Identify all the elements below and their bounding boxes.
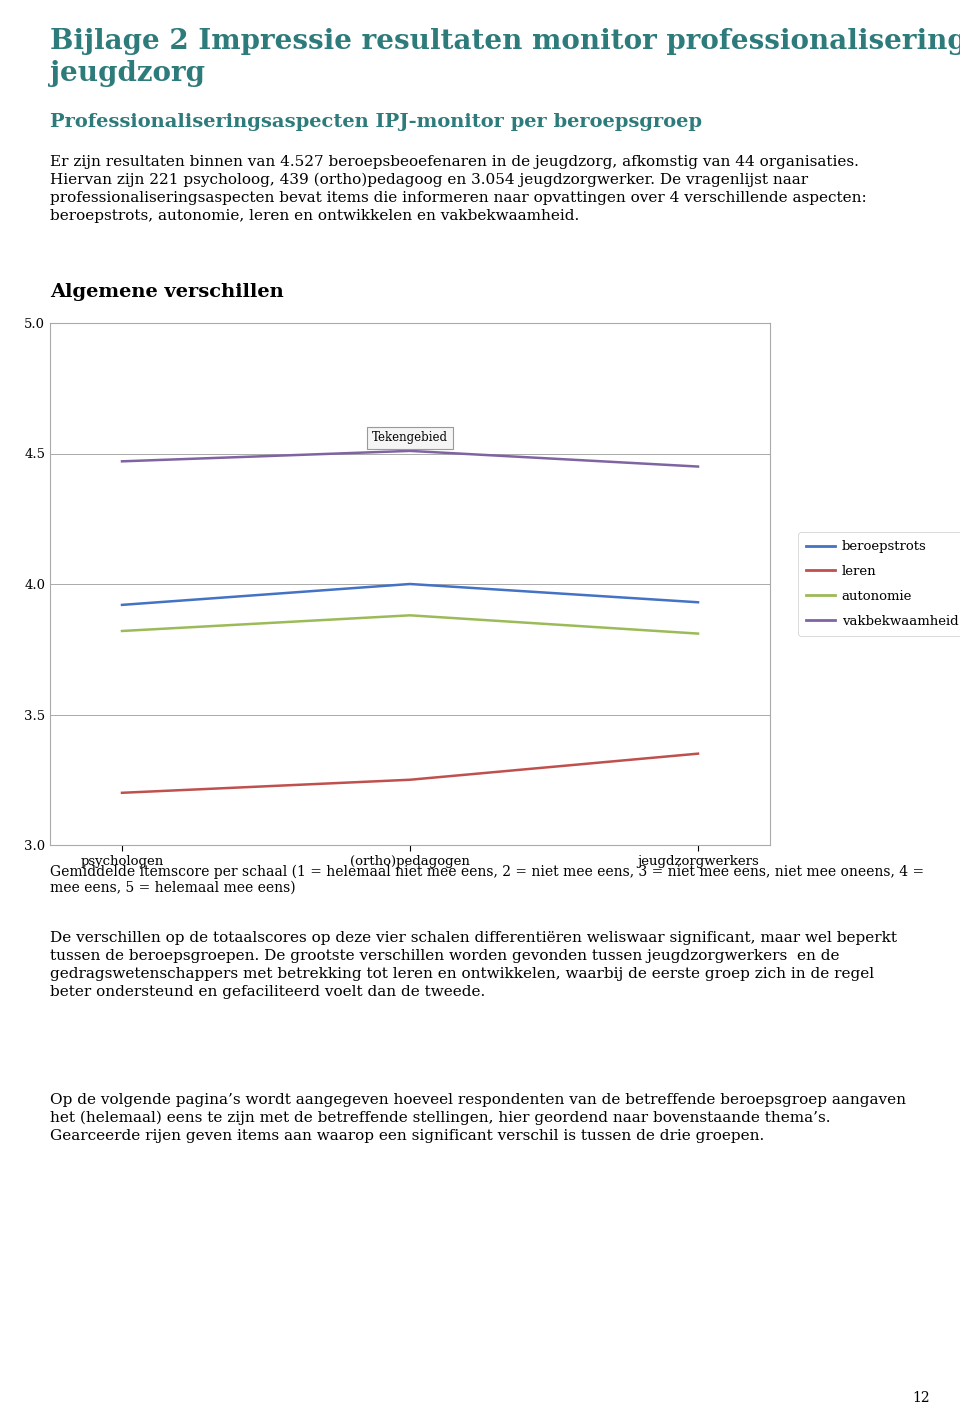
Text: beter ondersteund en gefaciliteerd voelt dan de tweede.: beter ondersteund en gefaciliteerd voelt…	[50, 985, 485, 999]
Text: het (helemaal) eens te zijn met de betreffende stellingen, hier geordend naar bo: het (helemaal) eens te zijn met de betre…	[50, 1111, 830, 1126]
Text: Hiervan zijn 221 psycholoog, 439 (ortho)pedagoog en 3.054 jeugdzorgwerker. De vr: Hiervan zijn 221 psycholoog, 439 (ortho)…	[50, 174, 808, 188]
Text: 12: 12	[912, 1392, 930, 1405]
Text: Op de volgende pagina’s wordt aangegeven hoeveel respondenten van de betreffende: Op de volgende pagina’s wordt aangegeven…	[50, 1093, 906, 1107]
Text: gedragswetenschappers met betrekking tot leren en ontwikkelen, waarbij de eerste: gedragswetenschappers met betrekking tot…	[50, 968, 875, 980]
Text: Bijlage 2 Impressie resultaten monitor professionalisering: Bijlage 2 Impressie resultaten monitor p…	[50, 28, 960, 55]
Text: tussen de beroepsgroepen. De grootste verschillen worden gevonden tussen jeugdzo: tussen de beroepsgroepen. De grootste ve…	[50, 949, 839, 963]
Legend: beroepstrots, leren, autonomie, vakbekwaamheid: beroepstrots, leren, autonomie, vakbekwa…	[798, 532, 960, 636]
Text: jeugdzorg: jeugdzorg	[50, 60, 205, 87]
Text: Algemene verschillen: Algemene verschillen	[50, 283, 284, 302]
Text: beroepstrots, autonomie, leren en ontwikkelen en vakbekwaamheid.: beroepstrots, autonomie, leren en ontwik…	[50, 209, 579, 223]
Text: mee eens, 5 = helemaal mee eens): mee eens, 5 = helemaal mee eens)	[50, 881, 296, 895]
Text: professionaliseringsaspecten bevat items die informeren naar opvattingen over 4 : professionaliseringsaspecten bevat items…	[50, 191, 867, 205]
Text: Gemiddelde itemscore per schaal (1 = helemaal niet mee eens, 2 = niet mee eens, : Gemiddelde itemscore per schaal (1 = hel…	[50, 865, 924, 879]
Text: Gearceerde rijen geven items aan waarop een significant verschil is tussen de dr: Gearceerde rijen geven items aan waarop …	[50, 1128, 764, 1143]
Text: Professionaliseringsaspecten IPJ-monitor per beroepsgroep: Professionaliseringsaspecten IPJ-monitor…	[50, 112, 702, 131]
Text: Tekengebied: Tekengebied	[372, 431, 448, 444]
Text: Er zijn resultaten binnen van 4.527 beroepsbeoefenaren in de jeugdzorg, afkomsti: Er zijn resultaten binnen van 4.527 bero…	[50, 155, 859, 169]
Text: De verschillen op de totaalscores op deze vier schalen differentiëren weliswaar : De verschillen op de totaalscores op dez…	[50, 931, 897, 945]
